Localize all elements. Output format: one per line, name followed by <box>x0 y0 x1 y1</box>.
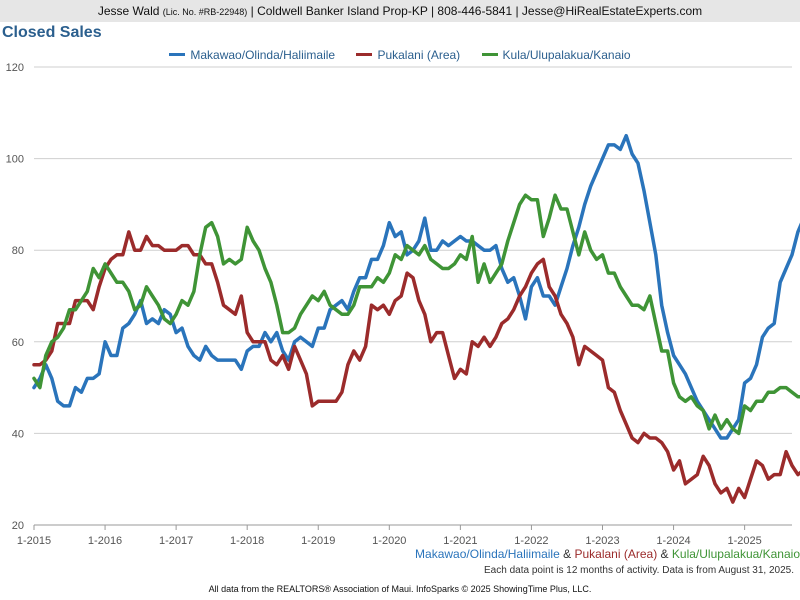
caption-kula: Kula/Ulupalakua/Kanaio <box>671 547 800 561</box>
legend-item-makawao[interactable]: Makawao/Olinda/Haliimaile <box>169 48 335 62</box>
x-tick-label: 1-2015 <box>17 535 51 547</box>
x-tick-label: 1-2016 <box>88 535 122 547</box>
data-note: Each data point is 12 months of activity… <box>484 565 794 576</box>
x-tick-label: 1-2025 <box>727 535 761 547</box>
y-tick-label: 40 <box>12 428 24 440</box>
x-tick-label: 1-2021 <box>443 535 477 547</box>
y-tick-label: 80 <box>12 245 24 257</box>
y-tick-label: 100 <box>6 154 24 166</box>
caption-makawao: Makawao/Olinda/Haliimaile <box>415 547 560 561</box>
legend-label-makawao: Makawao/Olinda/Haliimaile <box>190 47 336 62</box>
series-line-kula[interactable] <box>32 193 800 436</box>
caption-amp-1: & <box>563 547 572 561</box>
x-tick-label: 1-2018 <box>230 535 264 547</box>
x-tick-label: 1-2017 <box>159 535 193 547</box>
legend-item-kula[interactable]: Kula/Ulupalakua/Kanaio <box>481 47 631 62</box>
series-lines <box>32 133 800 504</box>
bottom-series-caption: Makawao/Olinda/Haliimaile & Pukalani (Ar… <box>415 547 800 561</box>
caption-amp-2: & <box>660 547 669 561</box>
legend-label-kula: Kula/Ulupalakua/Kanaio <box>502 47 631 62</box>
chart-legend: Makawao/Olinda/Haliimaile Pukalani (Area… <box>0 45 800 62</box>
legend-swatch-makawao <box>169 53 186 56</box>
legend-swatch-kula <box>481 53 498 56</box>
agent-license: (Lic. No. #RB-22948) <box>162 7 248 17</box>
legend-item-pukalani[interactable]: Pukalani (Area) <box>356 48 460 62</box>
x-tick-label: 1-2022 <box>514 535 548 547</box>
x-tick-label: 1-2019 <box>301 535 335 547</box>
legend-label-pukalani: Pukalani (Area) <box>377 47 461 62</box>
legend-swatch-pukalani <box>356 53 373 56</box>
agent-header-bar: Jesse Wald (Lic. No. #RB-22948) | Coldwe… <box>0 0 800 22</box>
series-line-pukalani[interactable] <box>32 230 800 504</box>
x-tick-label: 1-2023 <box>585 535 619 547</box>
agent-contact: | Coldwell Banker Island Prop-KP | 808-4… <box>250 4 703 18</box>
axes: 20 40 60 80 100 120 1-2015 1-2016 1-2017 1-2018 1-… <box>6 62 762 547</box>
x-tick-label: 1-2024 <box>656 535 690 547</box>
chart-title: Closed Sales <box>2 24 102 41</box>
grid-lines <box>34 66 792 526</box>
y-tick-label: 120 <box>6 62 24 74</box>
footer-credit: All data from the REALTORS® Association … <box>208 584 592 594</box>
agent-name: Jesse Wald <box>97 4 160 18</box>
y-tick-label: 20 <box>12 520 24 532</box>
caption-pukalani: Pukalani (Area) <box>574 547 658 561</box>
x-tick-label: 1-2020 <box>372 535 406 547</box>
series-line-makawao[interactable] <box>32 133 800 440</box>
y-tick-label: 60 <box>12 337 24 349</box>
